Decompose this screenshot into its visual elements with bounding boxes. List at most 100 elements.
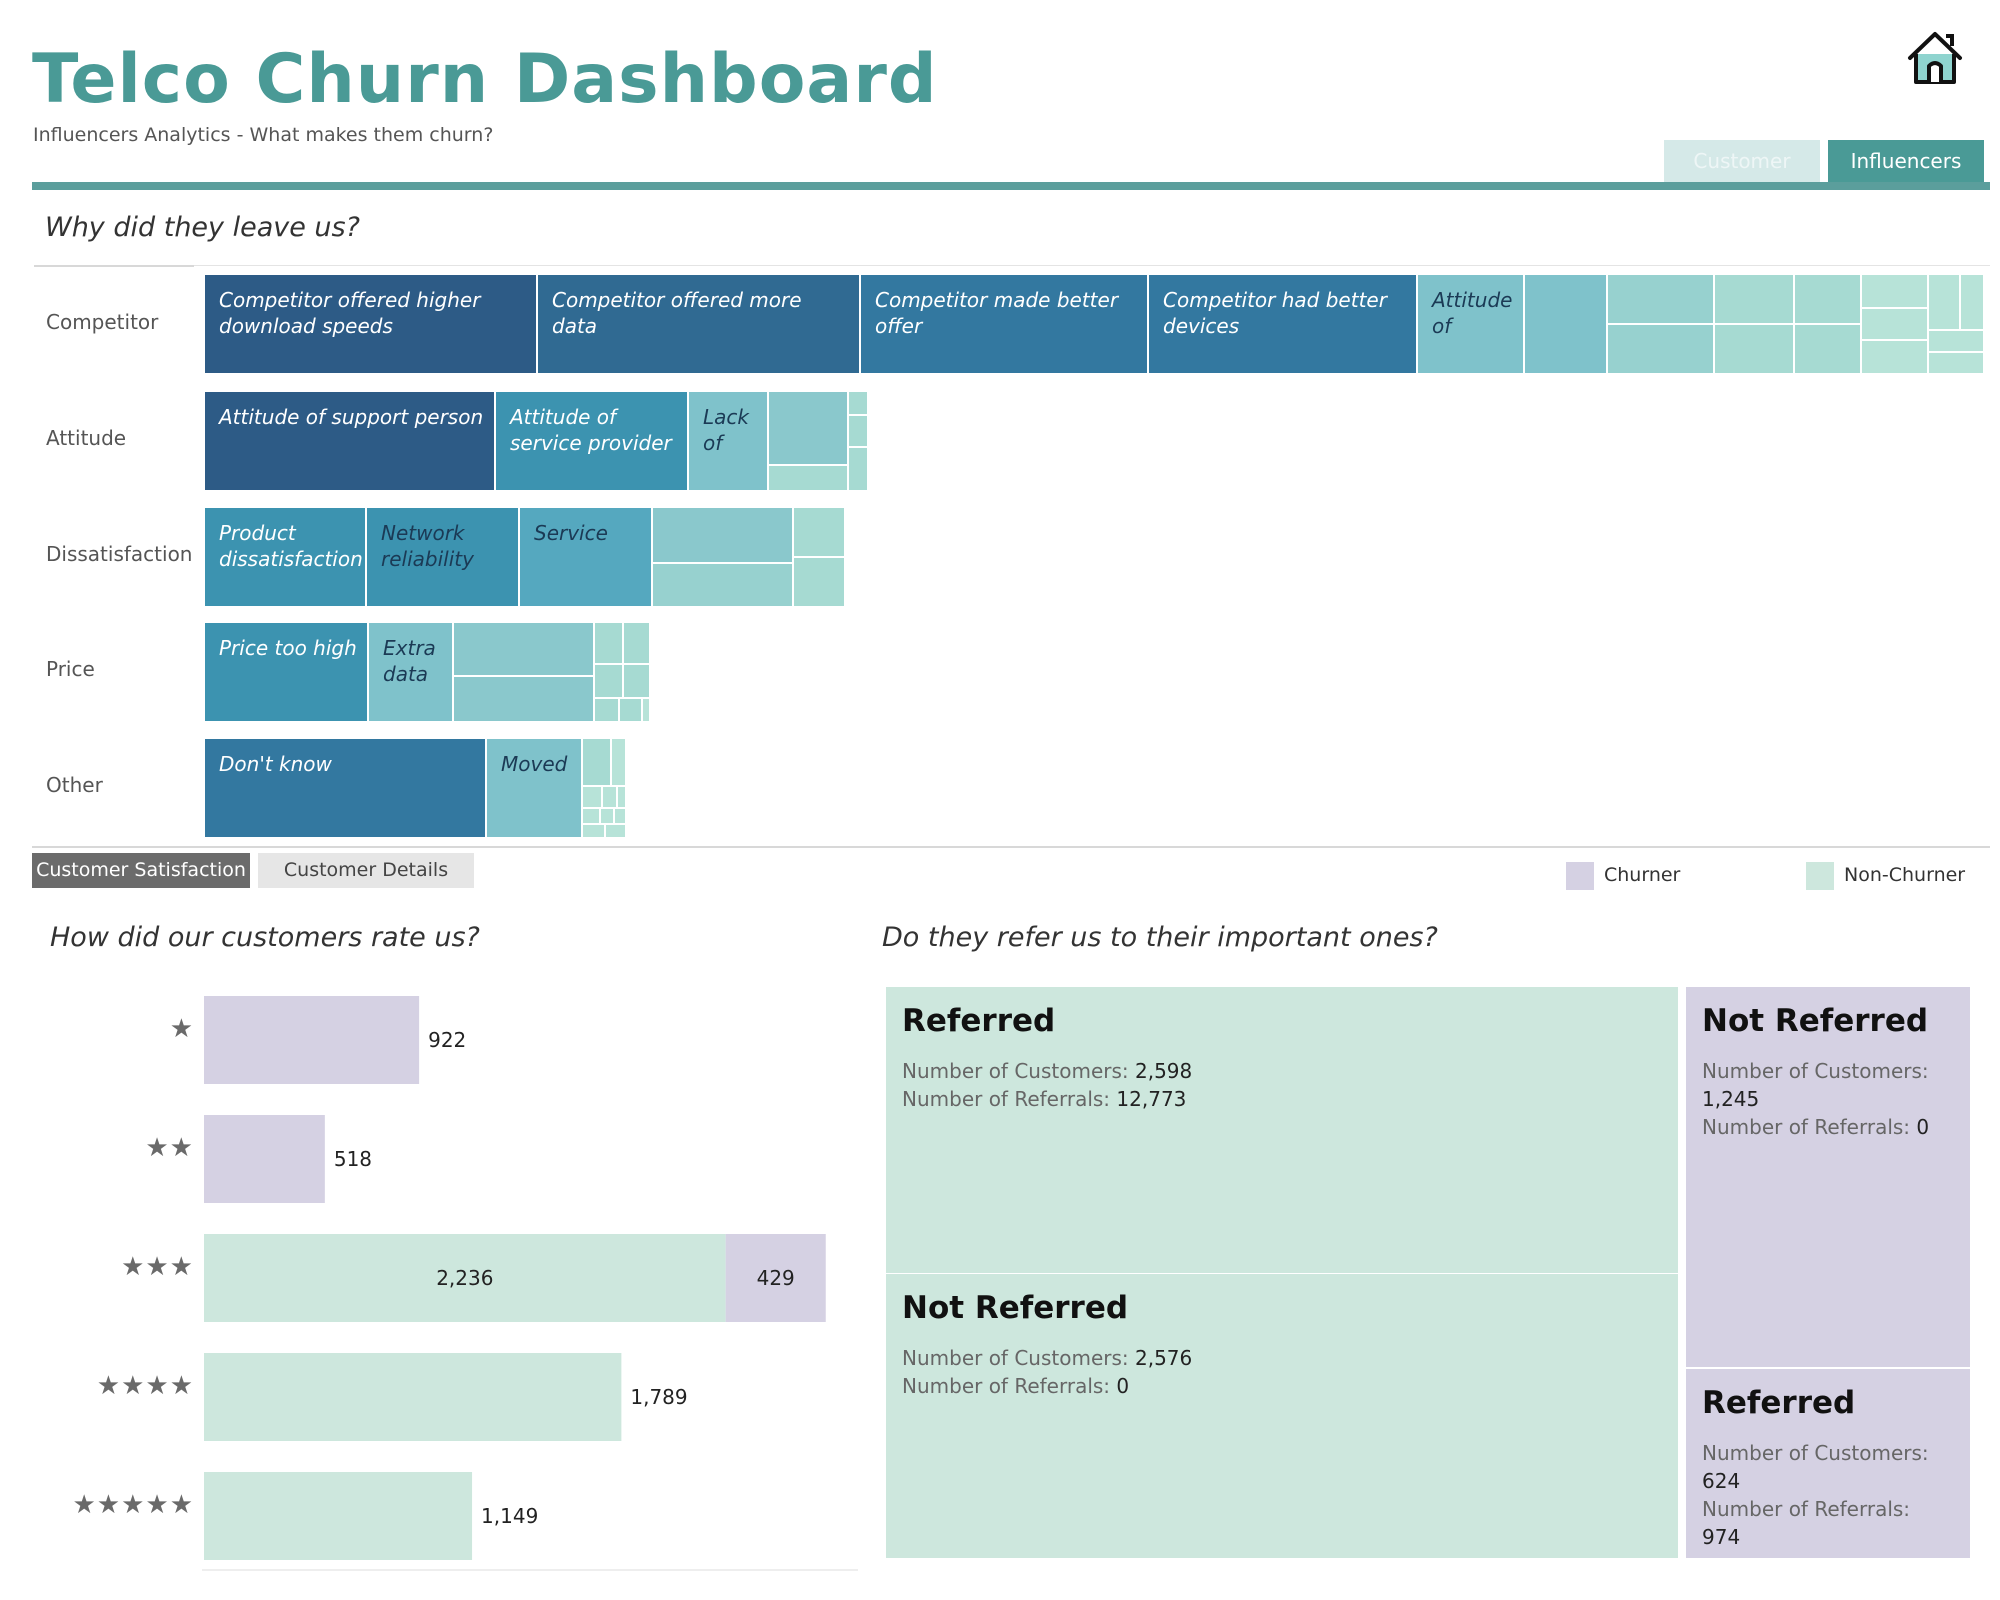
treemap-cell[interactable] bbox=[768, 465, 848, 491]
treemap-cell[interactable]: Competitor had better devices bbox=[1148, 274, 1417, 374]
treemap-cell[interactable] bbox=[1861, 274, 1928, 308]
bar-non-churner[interactable] bbox=[204, 1353, 622, 1441]
treemap-cell[interactable] bbox=[1928, 330, 1984, 352]
treemap-cell[interactable] bbox=[582, 738, 611, 786]
treemap-cell[interactable]: Competitor made better offer bbox=[860, 274, 1148, 374]
treemap-cell[interactable]: Service bbox=[519, 507, 652, 607]
bar-non-churner[interactable] bbox=[204, 1472, 473, 1560]
tile-heading: Not Referred bbox=[902, 1290, 1129, 1326]
row-label-attitude: Attitude bbox=[46, 426, 127, 450]
treemap-cell-label: Product dissatisfaction bbox=[219, 521, 363, 571]
referrals-label: Number of Referrals: bbox=[902, 1087, 1111, 1111]
bar-value-label: 1,149 bbox=[481, 1504, 538, 1528]
treemap-cell[interactable] bbox=[594, 698, 619, 722]
treemap-cell[interactable] bbox=[793, 557, 845, 607]
tab-influencers[interactable]: Influencers bbox=[1828, 140, 1984, 182]
treemap-cell[interactable] bbox=[652, 507, 793, 563]
referral-tile-nonchurner-referred[interactable]: Referred Number of Customers: 2,598 Numb… bbox=[886, 987, 1678, 1273]
churn-reasons-title: Why did they leave us? bbox=[45, 212, 360, 243]
treemap-cell[interactable] bbox=[594, 622, 623, 664]
treemap-cell[interactable] bbox=[848, 391, 868, 415]
tile-customers-line: Number of Customers: 2,598 bbox=[902, 1057, 1662, 1085]
treemap-cell[interactable] bbox=[453, 676, 594, 722]
treemap-cell[interactable] bbox=[1861, 308, 1928, 340]
customers-label: Number of Customers: bbox=[902, 1059, 1129, 1083]
treemap-cell[interactable] bbox=[582, 786, 602, 808]
treemap-cell[interactable] bbox=[619, 698, 642, 722]
treemap-cell[interactable]: Competitor offered higher download speed… bbox=[204, 274, 537, 374]
treemap-cell[interactable] bbox=[768, 391, 848, 465]
treemap-cell[interactable]: Extra data bbox=[368, 622, 453, 722]
treemap-cell[interactable]: Attitude of support person bbox=[204, 391, 495, 491]
treemap-cell[interactable] bbox=[594, 664, 623, 698]
treemap-cell-label: Extra data bbox=[383, 636, 436, 686]
tab-customer[interactable]: Customer bbox=[1664, 140, 1820, 182]
bar-churner[interactable] bbox=[204, 996, 420, 1084]
treemap-cell[interactable] bbox=[611, 738, 626, 786]
treemap-cell[interactable] bbox=[1607, 324, 1714, 374]
treemap-cell[interactable] bbox=[848, 447, 868, 491]
treemap-cell-label: Price too high bbox=[219, 636, 357, 660]
treemap-cell-label: Moved bbox=[501, 752, 568, 776]
treemap-cell[interactable] bbox=[652, 563, 793, 607]
tile-heading: Referred bbox=[902, 1003, 1056, 1039]
treemap-cell[interactable] bbox=[1928, 352, 1984, 374]
treemap-cell[interactable] bbox=[623, 664, 650, 698]
treemap-cell[interactable] bbox=[582, 808, 600, 824]
treemap-cell[interactable] bbox=[1714, 274, 1794, 324]
treemap-cell[interactable] bbox=[600, 808, 614, 824]
treemap-cell[interactable] bbox=[1928, 274, 1960, 330]
home-icon-graphic bbox=[1908, 32, 1962, 84]
treemap-cell[interactable] bbox=[793, 507, 845, 557]
treemap-cell[interactable]: Lack of bbox=[688, 391, 768, 491]
treemap-cell[interactable] bbox=[1714, 324, 1794, 374]
legend-label-churner: Churner bbox=[1604, 864, 1681, 886]
treemap-cell[interactable] bbox=[1960, 274, 1984, 330]
treemap-cell[interactable]: Attitude of bbox=[1417, 274, 1524, 374]
treemap-cell[interactable] bbox=[848, 415, 868, 447]
treemap-cell[interactable]: Product dissatisfaction bbox=[204, 507, 366, 607]
treemap-cell[interactable] bbox=[582, 824, 605, 838]
treemap-cell[interactable] bbox=[602, 786, 617, 808]
bar-non-churner[interactable] bbox=[204, 1234, 726, 1322]
treemap-cell[interactable] bbox=[1607, 274, 1714, 324]
treemap-cell[interactable] bbox=[453, 622, 594, 676]
referrals-label: Number of Referrals: bbox=[902, 1374, 1111, 1398]
treemap-cell[interactable] bbox=[642, 698, 650, 722]
treemap-cell-label: Service bbox=[534, 521, 608, 545]
bar-churner[interactable] bbox=[725, 1234, 826, 1322]
header-divider bbox=[32, 182, 1990, 190]
treemap-cell[interactable] bbox=[617, 786, 626, 808]
treemap-cell[interactable] bbox=[1524, 274, 1607, 374]
customers-value: 2,598 bbox=[1135, 1059, 1193, 1083]
treemap-cell[interactable] bbox=[1861, 340, 1928, 374]
treemap-cell[interactable] bbox=[623, 622, 650, 664]
treemap-cell[interactable]: Moved bbox=[486, 738, 582, 838]
treemap-cell[interactable]: Network reliability bbox=[366, 507, 519, 607]
section-rule bbox=[194, 265, 1990, 266]
tile-referrals-line: Number of Referrals: 12,773 bbox=[902, 1085, 1662, 1113]
treemap-cell[interactable] bbox=[1794, 324, 1861, 374]
treemap-cell[interactable]: Don't know bbox=[204, 738, 486, 838]
treemap-cell-label: Competitor offered more data bbox=[552, 288, 802, 338]
rating-chart-title: How did our customers rate us? bbox=[50, 922, 480, 953]
referral-tile-churner-not-referred[interactable]: Not Referred Number of Customers: 1,245 … bbox=[1686, 987, 1970, 1367]
treemap-cell[interactable]: Attitude of service provider bbox=[495, 391, 688, 491]
treemap-cell[interactable]: Price too high bbox=[204, 622, 368, 722]
tab-customer-satisfaction[interactable]: Customer Satisfaction bbox=[32, 853, 250, 888]
treemap-cell[interactable] bbox=[614, 808, 626, 824]
referral-tile-nonchurner-not-referred[interactable]: Not Referred Number of Customers: 2,576 … bbox=[886, 1274, 1678, 1558]
referral-tile-churner-referred[interactable]: Referred Number of Customers: 624 Number… bbox=[1686, 1369, 1970, 1558]
bar-churner[interactable] bbox=[204, 1115, 325, 1203]
section-underline bbox=[34, 265, 194, 267]
customers-value: 2,576 bbox=[1135, 1346, 1193, 1370]
tab-customer-details[interactable]: Customer Details bbox=[258, 853, 474, 888]
treemap-cell[interactable] bbox=[605, 824, 626, 838]
treemap-cell[interactable] bbox=[1794, 274, 1861, 324]
referrals-value: 12,773 bbox=[1116, 1087, 1187, 1111]
churn-reason-treemap: Competitor offered higher download speed… bbox=[204, 274, 1984, 838]
page-subtitle: Influencers Analytics - What makes them … bbox=[33, 124, 494, 146]
treemap-cell-label: Competitor made better offer bbox=[875, 288, 1119, 338]
treemap-cell[interactable]: Competitor offered more data bbox=[537, 274, 860, 374]
home-icon[interactable] bbox=[1904, 28, 1966, 88]
